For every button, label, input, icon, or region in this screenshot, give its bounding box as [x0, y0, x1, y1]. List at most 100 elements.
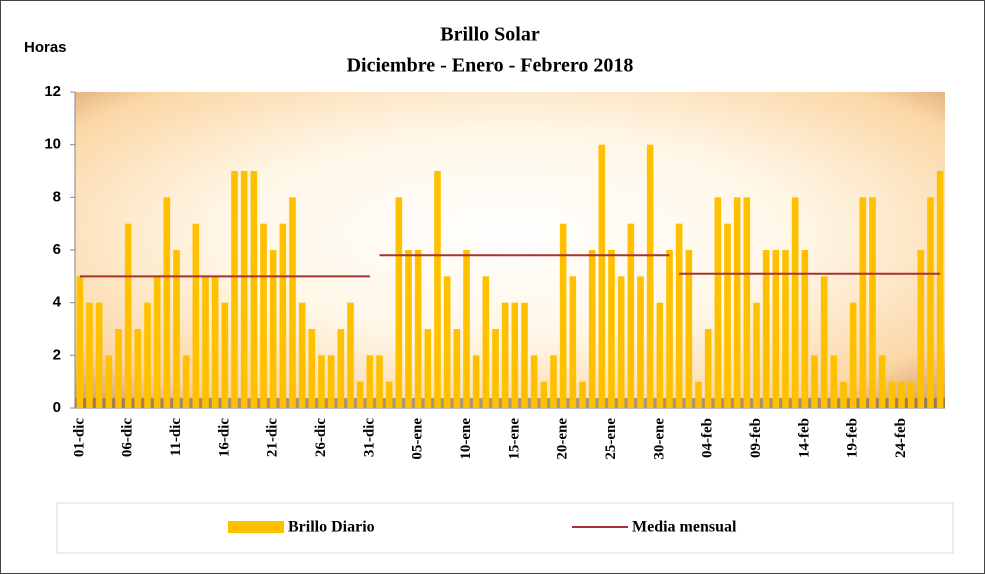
bar — [656, 302, 664, 408]
x-tick-label: 30-ene — [651, 418, 667, 460]
bar — [192, 223, 200, 408]
bar — [878, 355, 886, 408]
bar — [86, 302, 93, 408]
bar — [588, 250, 596, 408]
bar — [540, 381, 548, 408]
bar — [521, 302, 528, 408]
bar — [318, 355, 325, 408]
bar — [511, 302, 519, 408]
plot-floor — [75, 398, 945, 408]
bar — [95, 302, 103, 408]
bar — [559, 223, 567, 408]
bar — [173, 250, 180, 408]
y-tick-label: 10 — [44, 136, 61, 153]
x-tick-label: 10-ene — [458, 418, 474, 460]
bar — [115, 329, 122, 408]
bar — [646, 144, 654, 408]
bar — [617, 276, 625, 408]
bar — [366, 355, 374, 408]
bar — [269, 250, 277, 408]
bar — [492, 329, 499, 408]
bar — [405, 250, 412, 408]
bar — [337, 329, 345, 408]
bar — [443, 276, 451, 408]
bar — [202, 276, 209, 408]
bar — [289, 197, 296, 408]
x-tick-label: 11-dic — [168, 418, 184, 457]
bar — [347, 302, 354, 408]
legend-label: Media mensual — [632, 519, 737, 536]
y-tick-label: 12 — [44, 83, 61, 100]
bar — [182, 355, 190, 408]
chart-subtitle: Diciembre - Enero - Febrero 2018 — [347, 55, 634, 77]
bar — [772, 250, 780, 408]
bar — [579, 381, 586, 408]
x-tick-label: 31-dic — [361, 418, 377, 458]
bar — [530, 355, 538, 408]
bar — [637, 276, 644, 408]
bar — [627, 223, 635, 408]
bar — [124, 223, 132, 408]
bar — [849, 302, 857, 408]
bar — [666, 250, 673, 408]
bar — [724, 223, 731, 408]
y-tick-label: 8 — [53, 188, 61, 205]
bar — [927, 197, 934, 408]
bar — [917, 250, 925, 408]
legend-swatch — [228, 521, 284, 533]
x-tick-label: 06-dic — [120, 418, 136, 458]
bar — [260, 223, 267, 408]
x-tick-label: 19-feb — [845, 418, 861, 458]
bar — [820, 276, 828, 408]
bar — [308, 329, 316, 408]
y-axis-label: Horas — [24, 39, 67, 56]
bar — [869, 197, 876, 408]
bar — [791, 197, 799, 408]
x-tick-label: 24-feb — [893, 418, 909, 458]
bar — [888, 381, 896, 408]
bar — [550, 355, 557, 408]
plot-area — [75, 92, 945, 408]
bar — [153, 276, 161, 408]
x-tick-label: 25-ene — [603, 418, 619, 460]
x-tick-label: 16-dic — [216, 418, 232, 458]
bar — [898, 381, 905, 408]
bar — [569, 276, 577, 408]
bar — [762, 250, 770, 408]
bar — [453, 329, 461, 408]
bar — [385, 381, 393, 408]
bar — [298, 302, 306, 408]
x-tick-label: 05-ene — [410, 418, 426, 460]
y-tick-label: 2 — [53, 346, 61, 363]
bar — [675, 223, 683, 408]
bar — [782, 250, 789, 408]
bar — [144, 302, 151, 408]
bar — [76, 276, 84, 408]
bar — [936, 171, 944, 408]
bar — [463, 250, 470, 408]
bar — [240, 171, 248, 408]
legend-label: Brillo Diario — [288, 519, 375, 536]
bar — [685, 250, 693, 408]
bar — [695, 381, 702, 408]
bar — [221, 302, 229, 408]
x-tick-label: 01-dic — [71, 418, 87, 458]
bar — [395, 197, 403, 408]
bar — [859, 197, 867, 408]
bar — [598, 144, 606, 408]
bar — [424, 329, 432, 408]
bar — [279, 223, 287, 408]
bar — [840, 381, 847, 408]
bar — [434, 171, 441, 408]
bar — [134, 329, 142, 408]
bar — [327, 355, 335, 408]
x-tick-label: 15-ene — [506, 418, 522, 460]
bar — [231, 171, 238, 408]
bar — [250, 171, 258, 408]
bar — [811, 355, 818, 408]
x-tick-label: 20-ene — [555, 418, 571, 460]
x-tick-label: 14-feb — [796, 418, 812, 458]
bar — [356, 381, 364, 408]
bar — [753, 302, 760, 408]
